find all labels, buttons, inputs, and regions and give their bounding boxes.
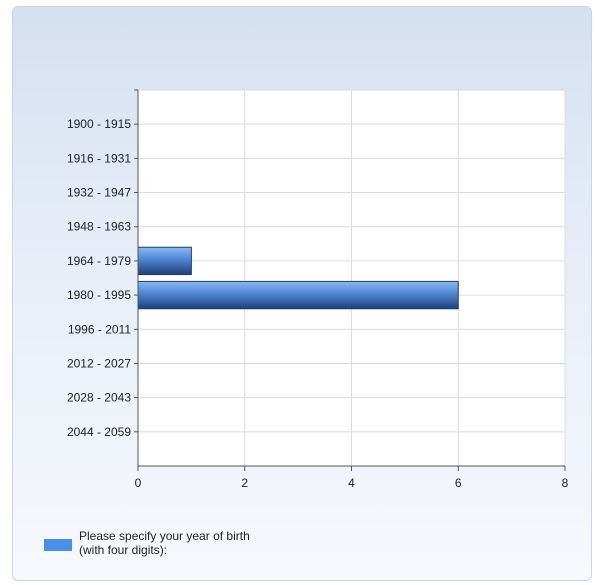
x-tick-label: 0 (135, 476, 142, 490)
y-tick-label: 1916 - 1931 (67, 151, 131, 165)
bar (137, 246, 192, 276)
grid-lines (138, 89, 566, 466)
x-tick-label: 2 (241, 476, 248, 490)
y-tick-label: 1900 - 1915 (67, 117, 131, 131)
axes (134, 89, 566, 471)
x-tick-labels: 0 2 4 6 8 (135, 476, 569, 490)
y-tick-label: 1964 - 1979 (67, 254, 131, 268)
legend-label: Please specify your year of birth (with … (79, 529, 250, 557)
legend-swatch (44, 539, 72, 551)
x-tick-label: 6 (455, 476, 462, 490)
y-tick-label: 1948 - 1963 (67, 220, 131, 234)
y-tick-label: 1996 - 2011 (68, 322, 131, 336)
y-tick-labels: 1900 - 1915 1916 - 1931 1932 - 1947 1948 - … (67, 117, 131, 439)
y-tick-label: 2012 - 2027 (67, 356, 131, 370)
bar (137, 280, 459, 310)
y-tick-label: 1932 - 1947 (67, 186, 131, 200)
x-tick-label: 4 (348, 476, 355, 490)
x-tick-label: 8 (562, 476, 569, 490)
y-tick-label: 2028 - 2043 (67, 391, 131, 405)
y-tick-label: 2044 - 2059 (67, 425, 131, 439)
y-tick-label: 1980 - 1995 (67, 288, 131, 302)
bar-series (137, 246, 459, 310)
legend: Please specify your year of birth (with … (44, 529, 254, 557)
